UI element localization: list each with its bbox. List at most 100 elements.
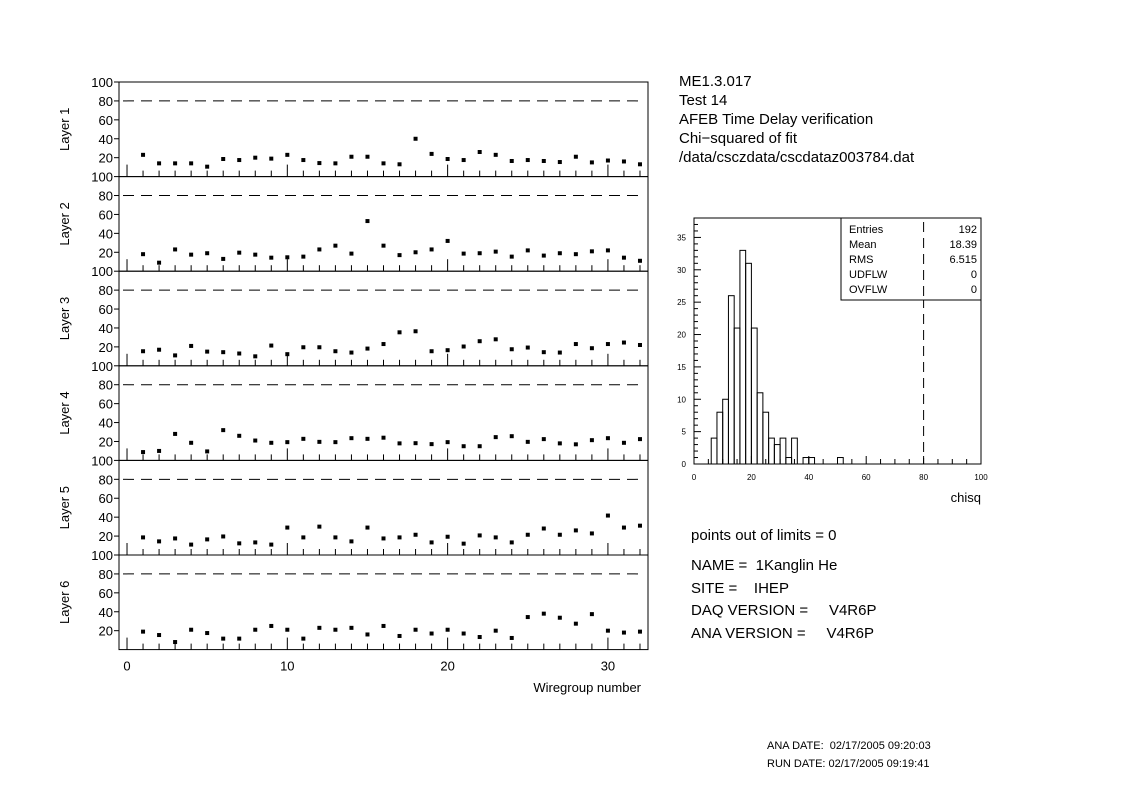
data-point: [557, 532, 562, 537]
data-point: [269, 156, 274, 161]
data-point: [525, 615, 530, 620]
x-axis-label: Wiregroup number: [533, 680, 641, 695]
run-date: RUN DATE: 02/17/2005 09:19:41: [767, 758, 929, 770]
data-point: [573, 621, 578, 626]
data-point: [157, 161, 162, 166]
layer-label: Layer 4: [57, 391, 72, 434]
data-point: [397, 162, 402, 167]
data-point: [557, 160, 562, 165]
data-point: [365, 525, 370, 530]
layer-label: Layer 2: [57, 202, 72, 245]
y-tick-label: 20: [99, 434, 113, 449]
stat-label: Mean: [849, 239, 877, 251]
data-point: [221, 256, 226, 261]
data-point: [349, 154, 354, 159]
data-point: [461, 444, 466, 449]
stat-label: RMS: [849, 254, 873, 266]
y-tick-label: 40: [99, 226, 113, 241]
panel-frame: [118, 459, 649, 556]
data-point: [381, 161, 386, 166]
data-point: [365, 219, 370, 224]
data-point: [349, 251, 354, 256]
data-point: [477, 251, 482, 256]
data-point: [157, 448, 162, 453]
data-point: [301, 636, 306, 641]
data-point: [349, 350, 354, 355]
data-point: [189, 161, 194, 166]
plot-quantity: Chi−squared of fit: [679, 130, 798, 147]
data-point: [429, 349, 434, 354]
data-file-path: /data/csczdata/cscdataz003784.dat: [679, 149, 915, 166]
y-tick-label: 100: [91, 170, 113, 185]
data-point: [189, 252, 194, 257]
x-tick-label: 10: [280, 659, 294, 674]
data-point: [285, 255, 290, 260]
data-point: [301, 436, 306, 441]
data-point: [397, 441, 402, 446]
data-point: [381, 536, 386, 541]
x-tick-label: 80: [919, 473, 928, 482]
layer-panel: 20 40 60 80 100 Layer 4: [57, 359, 649, 461]
data-point: [333, 627, 338, 632]
y-tick-label: 25: [677, 298, 686, 307]
data-point: [621, 525, 626, 530]
data-point: [317, 439, 322, 444]
data-point: [541, 253, 546, 258]
data-point: [477, 635, 482, 640]
data-point: [557, 251, 562, 256]
data-point: [253, 540, 258, 545]
data-point: [557, 441, 562, 446]
data-point: [461, 251, 466, 256]
data-point: [333, 535, 338, 540]
data-point: [621, 630, 626, 635]
data-point: [413, 250, 418, 255]
stat-value: 0: [971, 269, 977, 281]
y-tick-label: 80: [99, 94, 113, 109]
histogram-bin: [733, 327, 741, 465]
panel-frame: [118, 176, 649, 272]
data-point: [205, 251, 210, 256]
y-tick-label: 15: [677, 363, 686, 372]
y-tick-label: 100: [91, 359, 113, 374]
data-point: [253, 354, 258, 359]
data-point: [445, 534, 450, 539]
data-point: [605, 513, 610, 518]
layer-label: Layer 1: [57, 108, 72, 151]
data-point: [477, 533, 482, 538]
data-point: [237, 433, 242, 438]
data-point: [141, 252, 146, 257]
data-point: [141, 349, 146, 354]
data-point: [141, 152, 146, 157]
header-text: ME1.3.017 Test 14 AFEB Time Delay verifi…: [679, 73, 915, 166]
data-point: [301, 535, 306, 540]
data-point: [221, 157, 226, 162]
data-point: [429, 442, 434, 447]
data-point: [141, 629, 146, 634]
histogram-x-axis-label: chisq: [951, 490, 981, 505]
data-point: [525, 248, 530, 253]
data-point: [573, 252, 578, 257]
data-point: [541, 611, 546, 616]
histogram-bin: [785, 457, 793, 465]
data-point: [509, 347, 514, 352]
data-point: [509, 434, 514, 439]
histogram-bin: [802, 457, 810, 465]
data-point: [637, 629, 642, 634]
data-point: [621, 340, 626, 345]
ana-version: ANA VERSION = V4R6P: [691, 625, 874, 642]
stat-value: 6.515: [949, 254, 977, 266]
y-tick-label: 60: [99, 397, 113, 412]
data-point: [605, 436, 610, 441]
data-point: [461, 158, 466, 163]
data-point: [221, 428, 226, 433]
chisq-histogram: 0 5 10 15 20 25 30 35 0 20 40 60 80 100 Entries 192 Mean…: [677, 217, 988, 482]
data-point: [173, 247, 178, 252]
histogram-bin: [756, 392, 764, 465]
data-point: [317, 345, 322, 350]
data-point: [269, 440, 274, 445]
data-point: [205, 631, 210, 636]
data-point: [317, 161, 322, 166]
x-tick-label: 20: [440, 659, 454, 674]
y-tick-label: 80: [99, 378, 113, 393]
data-point: [557, 350, 562, 355]
